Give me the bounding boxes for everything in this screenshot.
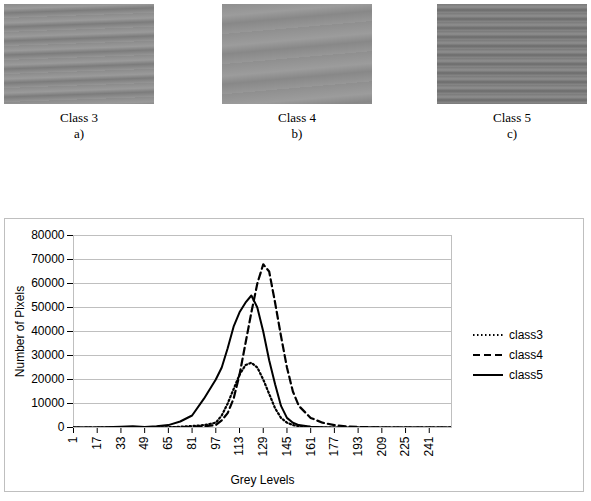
svg-text:225: 225 <box>398 436 412 456</box>
svg-text:241: 241 <box>422 436 436 456</box>
svg-text:209: 209 <box>375 436 389 456</box>
svg-text:80000: 80000 <box>31 228 65 242</box>
html-text:b): b) <box>291 126 303 141</box>
svg-text:30000: 30000 <box>31 348 65 362</box>
html-text:class5: class5 <box>509 368 543 382</box>
svg-text:50000: 50000 <box>31 300 65 314</box>
svg-text:97: 97 <box>209 436 223 450</box>
svg-text:Number of Pixels: Number of Pixels <box>13 286 27 377</box>
svg-text:1: 1 <box>66 436 80 443</box>
html-text:class3: class3 <box>509 328 543 342</box>
svg-text:17: 17 <box>90 436 104 450</box>
html-text:class4: class4 <box>509 348 543 362</box>
html-text:a): a) <box>73 126 84 141</box>
svg-text:81: 81 <box>185 436 199 450</box>
svg-text:70000: 70000 <box>31 252 65 266</box>
svg-text:177: 177 <box>327 436 341 456</box>
svg-text:145: 145 <box>280 436 294 456</box>
html-text:Class 5: Class 5 <box>493 110 531 125</box>
svg-text:33: 33 <box>114 436 128 450</box>
svg-text:65: 65 <box>161 436 175 450</box>
html-text:Class 3: Class 3 <box>60 110 98 125</box>
svg-text:49: 49 <box>137 436 151 450</box>
svg-text:161: 161 <box>304 436 318 456</box>
svg-text:193: 193 <box>351 436 365 456</box>
svg-text:113: 113 <box>232 436 246 455</box>
svg-text:0: 0 <box>58 420 65 434</box>
svg-text:60000: 60000 <box>31 276 65 290</box>
html-text:Class 4: Class 4 <box>278 110 316 125</box>
svg-text:10000: 10000 <box>31 396 65 410</box>
svg-text:Grey Levels: Grey Levels <box>230 473 294 487</box>
svg-text:129: 129 <box>256 436 270 456</box>
svg-text:20000: 20000 <box>31 372 65 386</box>
svg-text:40000: 40000 <box>31 324 65 338</box>
html-text:c): c) <box>506 126 517 141</box>
